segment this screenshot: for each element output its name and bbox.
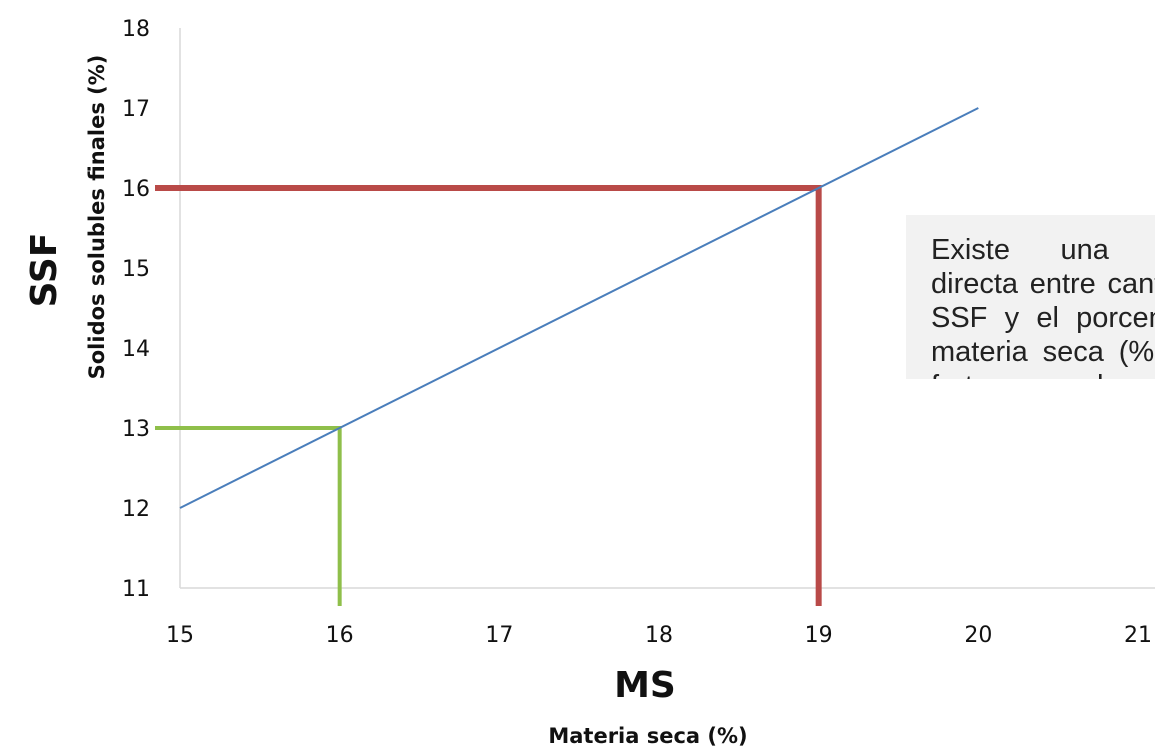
annotation-box: Existe una relación directa entre cantid… bbox=[906, 215, 1155, 379]
axes bbox=[179, 28, 1155, 589]
x-tick-label: 16 bbox=[326, 623, 354, 648]
y-tick-label: 16 bbox=[122, 177, 150, 202]
y-tick-label: 17 bbox=[122, 97, 150, 122]
tick-labels: 11 12 13 14 15 16 17 18 15 16 17 18 19 20 21 bbox=[122, 17, 1152, 648]
y-axis-subtitle: Solidos solubles finales (%) bbox=[85, 55, 109, 380]
x-axis-title: MS bbox=[614, 665, 676, 706]
y-tick-label: 11 bbox=[122, 577, 150, 602]
y-tick-label: 13 bbox=[122, 417, 150, 442]
y-tick-label: 15 bbox=[122, 257, 150, 282]
x-tick-label: 15 bbox=[166, 623, 194, 648]
y-tick-label: 12 bbox=[122, 497, 150, 522]
reference-lines bbox=[155, 185, 822, 606]
y-tick-label: 14 bbox=[122, 337, 150, 362]
reference-line bbox=[155, 426, 342, 606]
x-axis-subtitle: Materia seca (%) bbox=[548, 724, 747, 748]
y-tick-label: 18 bbox=[122, 17, 150, 42]
x-tick-label: 20 bbox=[964, 623, 992, 648]
series-layer bbox=[179, 107, 979, 509]
x-tick-label: 21 bbox=[1124, 623, 1152, 648]
x-tick-label: 17 bbox=[485, 623, 513, 648]
x-tick-label: 19 bbox=[805, 623, 833, 648]
series-line bbox=[179, 107, 979, 509]
reference-line bbox=[155, 185, 822, 606]
y-axis-title: SSF bbox=[24, 233, 65, 308]
annotation-text: Existe una relación directa entre cantid… bbox=[931, 234, 1155, 379]
x-tick-label: 18 bbox=[645, 623, 673, 648]
